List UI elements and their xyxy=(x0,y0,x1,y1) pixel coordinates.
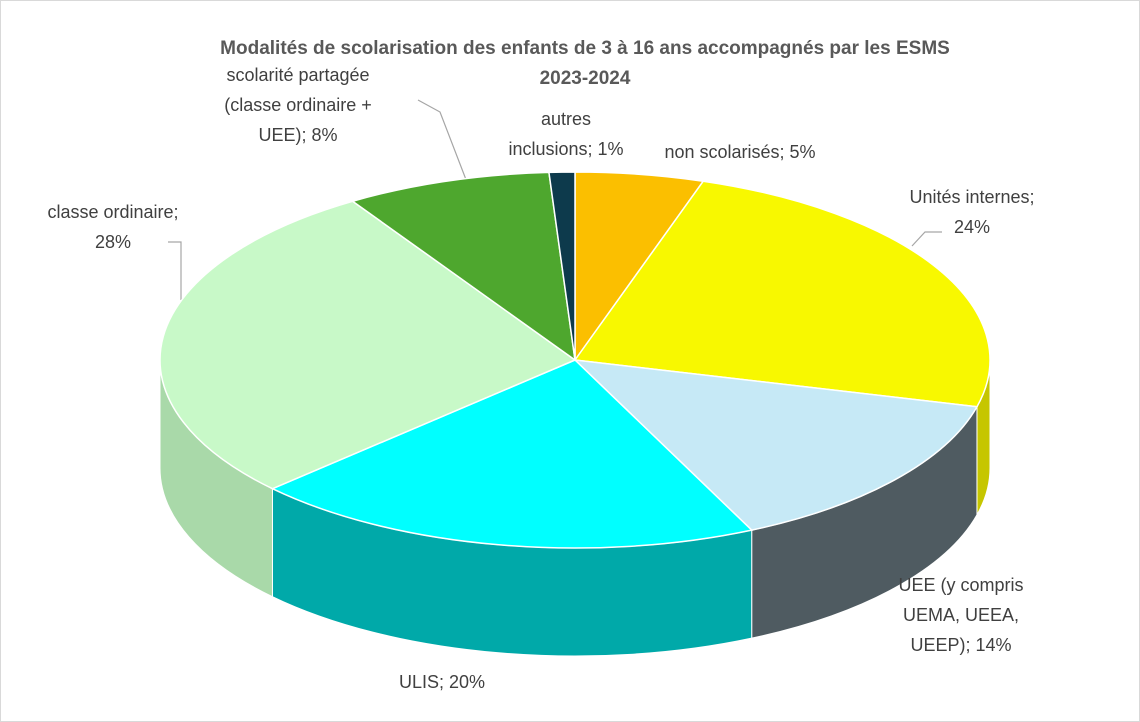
data-label: ULIS; 20% xyxy=(399,672,485,692)
data-label: non scolarisés; 5% xyxy=(664,142,815,162)
data-label: scolarité partagée (classe ordinaire + UEE… xyxy=(224,65,372,145)
leader-line xyxy=(911,231,942,247)
leader-line xyxy=(168,241,182,300)
data-label: classe ordinaire; 28% xyxy=(47,202,178,252)
data-label: autres inclusions; 1% xyxy=(508,109,623,159)
pie-slice xyxy=(350,171,576,362)
pie-slice xyxy=(548,171,576,361)
leader-line xyxy=(417,99,471,191)
pie-slice xyxy=(270,359,754,549)
chart-title: Modalités de scolarisation des enfants d… xyxy=(220,38,950,89)
pie-slice xyxy=(159,200,577,490)
pie-slice xyxy=(572,358,979,531)
data-label: Unités internes; 24% xyxy=(909,187,1034,237)
pie-slice xyxy=(573,180,991,408)
data-label: UEE (y compris UEMA, UEEA, UEEP); 14% xyxy=(898,575,1023,655)
